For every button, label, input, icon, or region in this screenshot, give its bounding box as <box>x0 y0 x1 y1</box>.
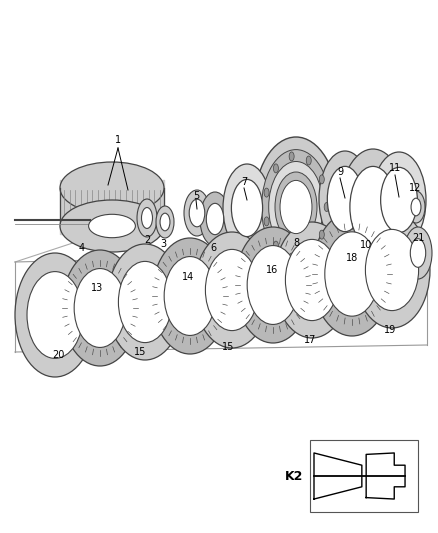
Ellipse shape <box>306 156 311 165</box>
Ellipse shape <box>27 272 83 358</box>
Text: 5: 5 <box>193 191 199 201</box>
Ellipse shape <box>350 166 396 248</box>
Ellipse shape <box>273 241 279 250</box>
Ellipse shape <box>88 214 135 238</box>
Ellipse shape <box>286 239 339 321</box>
Ellipse shape <box>60 200 164 252</box>
Ellipse shape <box>407 191 425 223</box>
Ellipse shape <box>137 199 157 237</box>
Text: 15: 15 <box>222 342 234 352</box>
Ellipse shape <box>264 188 269 197</box>
Text: 3: 3 <box>160 239 166 249</box>
Ellipse shape <box>264 217 269 226</box>
Ellipse shape <box>231 180 263 237</box>
Text: 14: 14 <box>182 272 194 282</box>
Ellipse shape <box>319 151 371 247</box>
Ellipse shape <box>289 152 294 161</box>
Text: 18: 18 <box>346 253 358 263</box>
Ellipse shape <box>247 246 299 325</box>
Ellipse shape <box>15 253 95 377</box>
Ellipse shape <box>235 227 311 343</box>
Ellipse shape <box>319 230 324 239</box>
Ellipse shape <box>340 149 406 265</box>
Ellipse shape <box>194 232 270 348</box>
Ellipse shape <box>141 207 152 229</box>
Text: 21: 21 <box>412 233 424 243</box>
Ellipse shape <box>223 164 271 252</box>
Bar <box>310 440 418 512</box>
Text: 10: 10 <box>360 240 372 250</box>
Ellipse shape <box>306 249 311 258</box>
Text: 11: 11 <box>389 163 401 173</box>
Ellipse shape <box>372 152 426 248</box>
Text: 6: 6 <box>210 243 216 253</box>
Text: 19: 19 <box>384 325 396 335</box>
Ellipse shape <box>324 203 329 212</box>
Ellipse shape <box>410 239 426 268</box>
Ellipse shape <box>268 161 323 253</box>
Ellipse shape <box>404 227 432 279</box>
Ellipse shape <box>62 250 138 366</box>
Ellipse shape <box>74 269 126 348</box>
Text: 12: 12 <box>409 183 421 193</box>
Ellipse shape <box>312 212 392 336</box>
Ellipse shape <box>205 249 258 330</box>
Ellipse shape <box>411 198 421 216</box>
Ellipse shape <box>274 222 350 338</box>
Text: 16: 16 <box>266 265 278 275</box>
Ellipse shape <box>189 199 205 227</box>
Ellipse shape <box>107 244 183 360</box>
Ellipse shape <box>273 164 279 173</box>
Ellipse shape <box>275 172 317 242</box>
Text: 7: 7 <box>241 177 247 187</box>
Ellipse shape <box>164 256 216 335</box>
Ellipse shape <box>60 162 164 214</box>
Ellipse shape <box>200 192 230 246</box>
Ellipse shape <box>289 253 294 262</box>
Text: 1: 1 <box>115 135 121 145</box>
Ellipse shape <box>365 229 419 311</box>
Ellipse shape <box>118 261 172 343</box>
Ellipse shape <box>206 204 224 235</box>
Ellipse shape <box>156 206 174 238</box>
Ellipse shape <box>354 212 430 328</box>
Text: 13: 13 <box>91 283 103 293</box>
Ellipse shape <box>184 190 210 236</box>
Ellipse shape <box>319 175 324 184</box>
Text: K2: K2 <box>285 470 303 482</box>
Text: 8: 8 <box>293 238 299 248</box>
Text: 2: 2 <box>144 235 150 245</box>
Text: 20: 20 <box>52 350 64 360</box>
Ellipse shape <box>261 150 330 264</box>
Text: 4: 4 <box>79 243 85 253</box>
Text: 9: 9 <box>337 167 343 177</box>
Ellipse shape <box>381 167 417 232</box>
Ellipse shape <box>325 232 379 316</box>
Ellipse shape <box>254 137 338 277</box>
Ellipse shape <box>280 180 312 233</box>
Ellipse shape <box>152 238 228 354</box>
Text: 17: 17 <box>304 335 316 345</box>
Text: 15: 15 <box>134 347 146 357</box>
Ellipse shape <box>327 166 363 232</box>
Ellipse shape <box>160 213 170 231</box>
